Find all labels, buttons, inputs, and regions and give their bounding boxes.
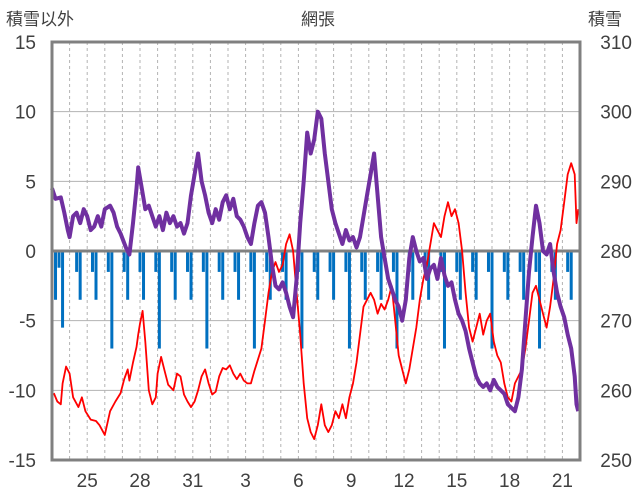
precip-bar [237, 251, 241, 300]
precip-bar [569, 251, 573, 300]
precip-bar [344, 251, 348, 272]
left-axis-title: 積雪以外 [6, 10, 74, 29]
precip-bar [268, 251, 272, 300]
precip-bar [490, 251, 494, 349]
precip-bar [379, 251, 383, 300]
precip-bar [157, 251, 161, 349]
x-tick-label: 21 [552, 471, 573, 492]
precip-bar [376, 251, 380, 272]
precip-bar [57, 251, 61, 268]
precip-bar [201, 251, 205, 272]
precip-bar [90, 251, 94, 272]
precip-bar [566, 251, 570, 272]
precip-bar [61, 251, 65, 328]
right-tick-label: 270 [600, 312, 632, 333]
temperature-line [52, 162, 580, 440]
precip-bar [474, 251, 478, 300]
left-tick-label: 0 [25, 242, 36, 263]
precip-bar [106, 251, 110, 272]
left-axis-tick-labels: 15 10 5 0 -5 -10 -15 [9, 33, 36, 472]
snow-depth-line [50, 109, 581, 414]
precip-bar [391, 251, 395, 272]
precip-bar [284, 251, 288, 300]
right-axis-title: 積雪 [588, 10, 622, 29]
precipitation-bars [54, 251, 573, 349]
precip-bar [110, 251, 114, 349]
x-axis-tick-labels: 25 28 31 3 6 9 12 15 18 21 [77, 471, 573, 492]
precip-bar [217, 251, 221, 272]
right-tick-label: 260 [600, 381, 632, 402]
precip-bar [138, 251, 142, 272]
chart-title: 網張 [301, 10, 335, 29]
precip-bar [78, 251, 82, 300]
x-tick-label: 12 [393, 471, 414, 492]
precip-bar [189, 251, 193, 300]
right-tick-label: 300 [600, 103, 632, 124]
precip-bar [518, 251, 522, 272]
precip-bar [205, 251, 209, 349]
precip-bar [300, 251, 304, 349]
precip-bar [249, 251, 253, 272]
precip-bar [186, 251, 190, 272]
precip-bar [534, 251, 538, 272]
x-tick-label: 18 [499, 471, 520, 492]
precip-bar [173, 251, 177, 300]
x-tick-label: 28 [129, 471, 150, 492]
precip-bar [471, 251, 475, 272]
precip-bar [94, 251, 98, 300]
precip-bar [455, 251, 459, 272]
right-tick-label: 290 [600, 172, 632, 193]
precip-bar [502, 251, 506, 272]
left-tick-label: -5 [19, 312, 36, 333]
x-tick-label: 6 [293, 471, 304, 492]
left-tick-label: 15 [15, 33, 36, 54]
precip-bar [347, 251, 351, 349]
precip-bar [486, 251, 490, 272]
precip-bar [316, 251, 320, 300]
precip-bar [170, 251, 174, 272]
precip-bar [411, 251, 415, 300]
precip-bar [522, 251, 526, 300]
precip-bar [363, 251, 367, 300]
precip-bar [75, 251, 79, 272]
right-tick-label: 310 [600, 33, 632, 54]
precip-bar [360, 251, 364, 272]
precip-bar [233, 251, 237, 272]
x-tick-label: 9 [346, 471, 357, 492]
left-tick-label: -10 [9, 381, 36, 402]
x-tick-label: 3 [240, 471, 251, 492]
right-axis-tick-labels: 310 300 290 280 270 260 250 [600, 33, 632, 472]
x-tick-label: 31 [182, 471, 203, 492]
precip-bar [126, 251, 130, 300]
left-tick-label: 10 [15, 103, 36, 124]
left-tick-label: -15 [9, 451, 36, 472]
precip-bar [142, 251, 146, 300]
x-tick-label: 25 [77, 471, 98, 492]
left-tick-label: 5 [25, 172, 36, 193]
precip-bar [506, 251, 510, 300]
precip-bar [154, 251, 158, 272]
right-tick-label: 250 [600, 451, 632, 472]
x-tick-label: 15 [446, 471, 467, 492]
precip-bar [458, 251, 462, 300]
precip-bar [252, 251, 256, 349]
precip-bar [221, 251, 225, 300]
precip-bar [312, 251, 316, 272]
precip-bar [265, 251, 269, 272]
right-tick-label: 280 [600, 242, 632, 263]
precip-bar [332, 251, 336, 300]
precip-bar [442, 251, 446, 349]
precip-bar [54, 251, 58, 300]
precip-bar [328, 251, 332, 272]
precip-bar [122, 251, 126, 272]
plot-frame [50, 40, 582, 462]
